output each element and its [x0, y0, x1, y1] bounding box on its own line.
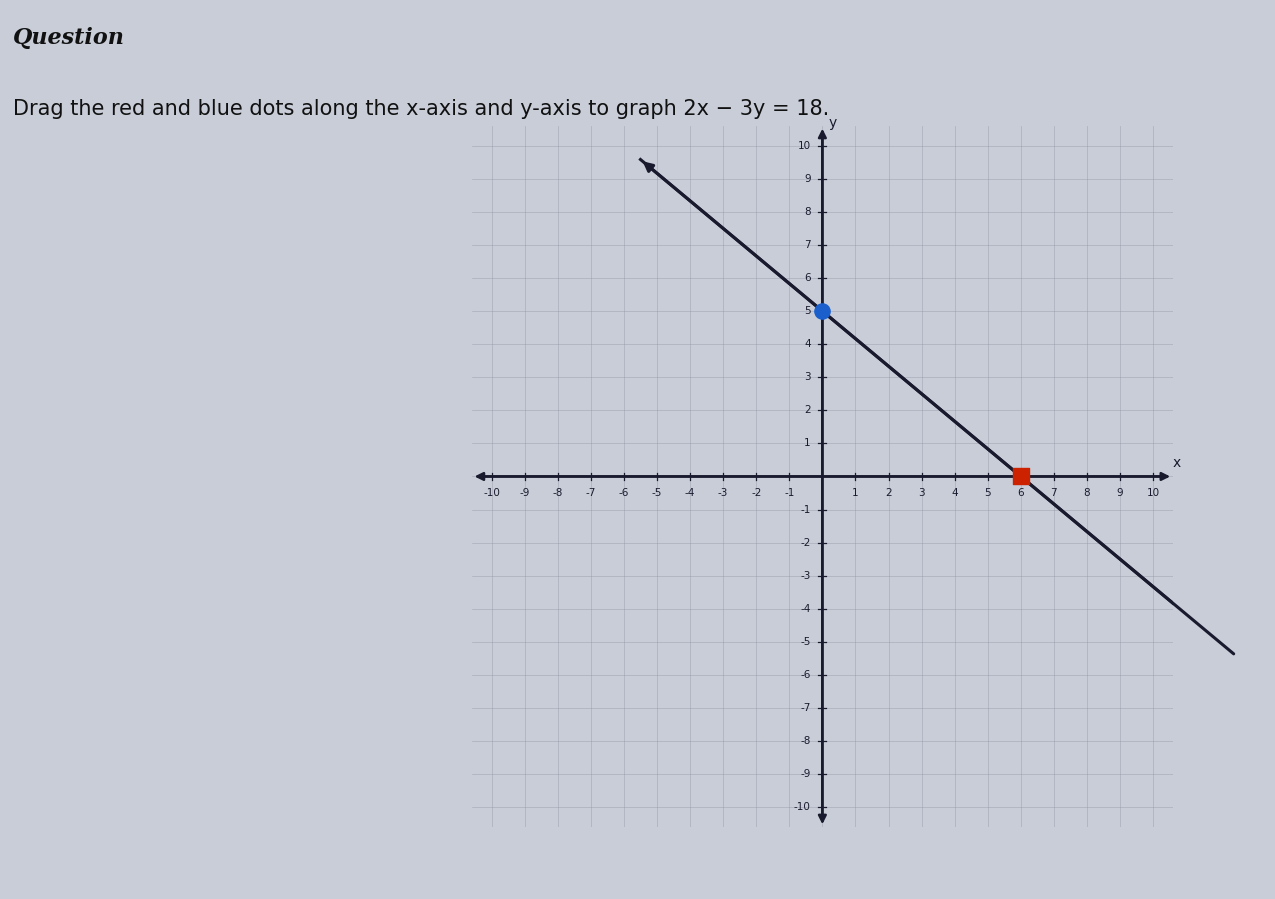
Text: -3: -3 — [718, 488, 728, 498]
Text: -9: -9 — [801, 770, 811, 779]
Text: -5: -5 — [652, 488, 662, 498]
Text: 4: 4 — [805, 339, 811, 349]
Text: -9: -9 — [519, 488, 530, 498]
Text: 4: 4 — [951, 488, 958, 498]
Text: 9: 9 — [805, 174, 811, 183]
Text: -10: -10 — [794, 802, 811, 812]
Text: -1: -1 — [801, 504, 811, 514]
Text: 2: 2 — [805, 405, 811, 415]
Text: 10: 10 — [1146, 488, 1160, 498]
Text: -4: -4 — [801, 604, 811, 614]
Text: 6: 6 — [805, 273, 811, 283]
Text: Drag the red and blue dots along the x-axis and y-axis to graph 2x − 3y = 18.: Drag the red and blue dots along the x-a… — [13, 99, 829, 119]
Text: 9: 9 — [1117, 488, 1123, 498]
Text: -10: -10 — [483, 488, 500, 498]
Text: 8: 8 — [1084, 488, 1090, 498]
Text: 5: 5 — [984, 488, 991, 498]
Text: 1: 1 — [852, 488, 859, 498]
Text: -1: -1 — [784, 488, 794, 498]
Text: 5: 5 — [805, 306, 811, 316]
Text: 6: 6 — [1017, 488, 1024, 498]
Text: 3: 3 — [918, 488, 924, 498]
Text: 8: 8 — [805, 207, 811, 217]
Text: 2: 2 — [885, 488, 891, 498]
Text: 7: 7 — [805, 240, 811, 250]
Text: -8: -8 — [801, 736, 811, 746]
Text: -7: -7 — [801, 703, 811, 713]
Text: Question: Question — [13, 27, 125, 49]
Point — [812, 304, 833, 318]
Text: -3: -3 — [801, 571, 811, 581]
Text: 10: 10 — [798, 141, 811, 151]
Text: x: x — [1172, 456, 1181, 470]
Text: -8: -8 — [552, 488, 564, 498]
Text: -6: -6 — [801, 670, 811, 680]
Text: -4: -4 — [685, 488, 695, 498]
Text: 1: 1 — [805, 439, 811, 449]
Text: y: y — [829, 116, 836, 129]
Point — [1011, 469, 1031, 484]
Text: -2: -2 — [751, 488, 761, 498]
Text: -5: -5 — [801, 636, 811, 647]
Text: -6: -6 — [618, 488, 629, 498]
Text: -7: -7 — [585, 488, 595, 498]
Text: 7: 7 — [1051, 488, 1057, 498]
Text: -2: -2 — [801, 538, 811, 547]
Text: 3: 3 — [805, 372, 811, 382]
